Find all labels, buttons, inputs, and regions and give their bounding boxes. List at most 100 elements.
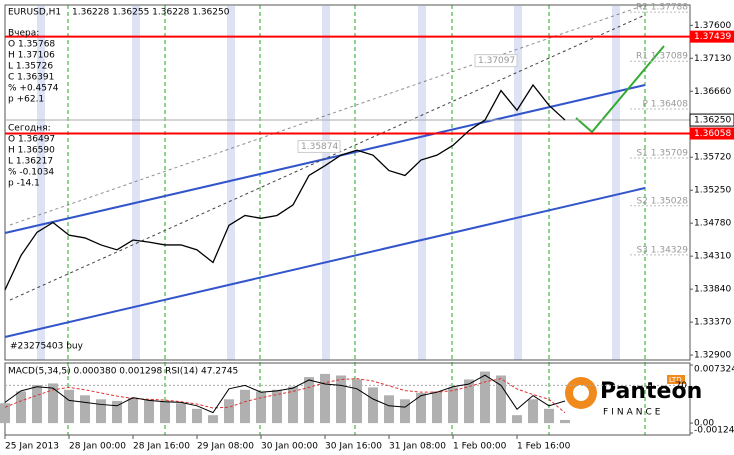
macd-bar <box>0 403 10 424</box>
info-line: L 1.36217 <box>8 157 53 167</box>
macd-bar <box>352 379 362 424</box>
macd-bar <box>528 399 538 424</box>
y-tick-label: 1.35250 <box>694 186 731 196</box>
macd-bar <box>48 383 58 424</box>
macd-bar <box>224 399 234 424</box>
macd-bar <box>416 392 426 424</box>
pivot-label: S3 1.34329 <box>636 245 688 255</box>
macd-bar <box>304 377 314 424</box>
current-label: 1.36250 <box>694 116 731 126</box>
macd-bar <box>192 408 202 424</box>
pivot-label: R1 1.37089 <box>636 52 688 62</box>
symbol: EURUSD,H1 <box>8 8 61 18</box>
macd-bar <box>512 415 522 424</box>
y-tick-label: 1.32900 <box>694 351 731 361</box>
pivot-label: S2 1.35028 <box>636 196 688 206</box>
macd-title: MACD(5,34,5) 0.000380 0.001298 RSI(14) 4… <box>8 367 238 377</box>
annotation-label: 1.37097 <box>478 56 515 66</box>
macd-bar <box>400 399 410 424</box>
macd-bar <box>32 385 42 424</box>
y-tick-label: 1.37600 <box>694 21 731 31</box>
macd-bar <box>144 399 154 424</box>
macd-bar <box>128 397 138 424</box>
y-tick-label: 1.34780 <box>694 219 731 229</box>
macd-bar <box>464 379 474 424</box>
macd-bar <box>256 391 266 424</box>
forecast-arrow <box>575 45 665 134</box>
x-tick-label: 31 Jan 08:00 <box>389 442 446 452</box>
macd-bar <box>112 400 122 424</box>
session-bands <box>37 6 620 360</box>
x-tick-label: 25 Jan 2013 <box>5 442 59 452</box>
macd-bar <box>384 395 394 424</box>
logo-badge: LTD <box>669 376 682 384</box>
macd-bar <box>544 408 554 424</box>
info-line: O 1.36497 <box>8 135 55 145</box>
rsi-line <box>4 374 566 414</box>
level-label: 1.37439 <box>694 32 731 42</box>
macd-bar <box>176 403 186 424</box>
sub-frame <box>4 362 691 436</box>
info-line: L 1.35726 <box>8 62 53 72</box>
info-line: % +0.4574 <box>8 84 59 94</box>
price-line <box>4 83 566 291</box>
info-line: p -14.1 <box>8 179 40 189</box>
macd-bar <box>448 387 458 424</box>
logo-name: Panteon <box>600 379 702 404</box>
level-box <box>690 127 734 140</box>
pivot-label: P 1.36408 <box>642 99 688 109</box>
annotation-label: 1.35874 <box>301 142 338 152</box>
macd-bar <box>368 387 378 424</box>
y-tick-label: 1.35720 <box>694 153 731 163</box>
x-tick-label: 30 Jan 00:00 <box>261 442 318 452</box>
macd-bar <box>432 391 442 424</box>
info-title: Вчера: <box>8 29 39 39</box>
signal-line <box>4 378 566 414</box>
pivot-label: R2 1.37788 <box>636 3 688 13</box>
macd-bar <box>208 415 218 424</box>
info-line: % -0.1034 <box>8 168 54 178</box>
macd-bar <box>480 371 490 424</box>
x-tick-label: 28 Jan 16:00 <box>133 442 190 452</box>
sub-y-tick-label: 0.00 <box>694 419 714 429</box>
x-tick-label: 29 Jan 08:00 <box>197 442 254 452</box>
x-tick-label: 28 Jan 00:00 <box>69 442 126 452</box>
current-box <box>689 113 734 127</box>
macd-bar <box>496 375 506 424</box>
macd-bar <box>560 419 570 424</box>
x-tick-label: 1 Feb 00:00 <box>453 442 507 452</box>
sub-y-tick-label: 0.007324 <box>694 365 734 375</box>
rsi-tick-label: 70 <box>676 381 688 391</box>
annotation-box <box>297 139 341 153</box>
macd-bar <box>64 389 74 424</box>
logo-sub: FINANCE <box>603 408 663 418</box>
annotation-box <box>474 54 518 68</box>
macd-bar <box>160 400 170 424</box>
quote: 1.36228 1.36255 1.36228 1.36250 <box>72 8 230 18</box>
macd-bar <box>96 399 106 424</box>
level-label: 1.36058 <box>694 129 731 139</box>
y-tick-label: 1.33370 <box>694 318 731 328</box>
main-frame <box>4 4 691 361</box>
macd-bar <box>320 373 330 424</box>
y-tick-label: 1.33840 <box>694 285 731 295</box>
macd-bar <box>80 395 90 424</box>
macd-bar <box>240 389 250 424</box>
info-line: p +62.1 <box>8 95 44 105</box>
x-tick-label: 1 Feb 16:00 <box>517 442 571 452</box>
info-line: H 1.36590 <box>8 146 55 156</box>
order-label: #23275403 buy <box>10 342 84 352</box>
y-tick-label: 1.36660 <box>694 87 731 97</box>
info-title: Сегодня: <box>8 124 51 134</box>
macd-bar <box>272 389 282 424</box>
level-box <box>690 30 734 43</box>
info-line: O 1.35768 <box>8 40 55 50</box>
trend-channel <box>4 4 646 338</box>
macd-bar <box>16 391 26 424</box>
macd-bar <box>336 375 346 424</box>
x-tick-label: 30 Jan 16:00 <box>325 442 382 452</box>
y-tick-label: 1.34310 <box>694 252 731 262</box>
